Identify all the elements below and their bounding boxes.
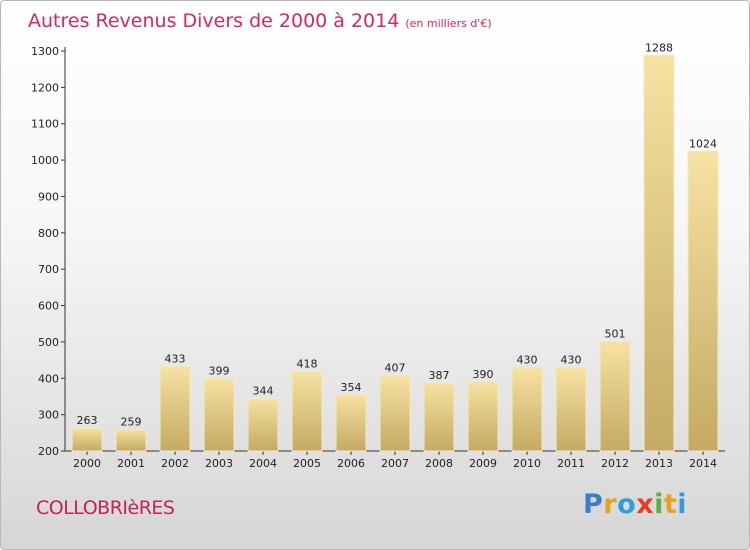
bar-2003 (203, 378, 235, 452)
bar-2004 (247, 398, 279, 452)
value-label-2003: 399 (209, 365, 230, 378)
value-label-2000: 263 (77, 414, 98, 427)
x-tick-label-2005: 2005 (293, 457, 321, 470)
value-label-2007: 407 (385, 362, 406, 375)
title-unit: (en milliers d'€) (405, 17, 492, 30)
x-tick-label-2010: 2010 (513, 457, 541, 470)
bar-2010 (511, 366, 543, 452)
proxiti-logo: Proxiti (583, 489, 687, 520)
y-tick-label: 200 (38, 445, 59, 458)
logo-letter: t (663, 489, 678, 520)
y-tick-label: 1100 (31, 118, 59, 131)
value-label-2013: 1288 (645, 41, 673, 54)
bar-2000 (71, 427, 103, 452)
y-tick-label: 900 (38, 190, 59, 203)
y-tick-label: 1000 (31, 154, 59, 167)
value-label-2004: 344 (253, 385, 274, 398)
x-tick-label-2000: 2000 (73, 457, 101, 470)
logo-letter: i (677, 489, 688, 520)
x-tick-label-2012: 2012 (601, 457, 629, 470)
value-label-2012: 501 (605, 328, 626, 341)
x-tick-label-2003: 2003 (205, 457, 233, 470)
value-label-2006: 354 (341, 381, 362, 394)
value-label-2011: 430 (561, 353, 582, 366)
x-tick-label-2004: 2004 (249, 457, 277, 470)
logo-letter: x (636, 489, 655, 520)
x-tick-label-2008: 2008 (425, 457, 453, 470)
bar-2002 (159, 365, 191, 452)
x-tick-label-2007: 2007 (381, 457, 409, 470)
logo-letter: i (654, 489, 664, 520)
x-tick-label-2009: 2009 (469, 457, 497, 470)
y-tick-label: 600 (38, 300, 59, 313)
value-label-2001: 259 (121, 416, 142, 429)
y-tick-label: 700 (38, 263, 59, 276)
logo-letter: o (617, 489, 637, 520)
logo-letter: P (583, 489, 604, 520)
y-tick-label: 400 (38, 372, 59, 385)
bar-2013 (643, 54, 675, 452)
x-tick-label-2013: 2013 (645, 457, 673, 470)
y-tick-label: 500 (38, 336, 59, 349)
bar-2012 (599, 341, 631, 452)
commune-name: COLLOBRIèRES (36, 497, 175, 519)
title-main: Autres Revenus Divers de 2000 à 2014 (28, 10, 400, 32)
bar-2007 (379, 375, 411, 452)
chart-title: Autres Revenus Divers de 2000 à 2014 (en … (28, 10, 492, 32)
y-tick-label: 1200 (31, 81, 59, 94)
y-tick-label: 300 (38, 409, 59, 422)
value-label-2008: 387 (429, 369, 450, 382)
value-label-2009: 390 (473, 368, 494, 381)
x-tick-label-2014: 2014 (689, 457, 717, 470)
value-label-2014: 1024 (689, 137, 717, 150)
y-tick-label: 1300 (31, 45, 59, 58)
bar-2005 (291, 371, 323, 452)
logo-letter: r (603, 489, 618, 520)
x-tick-label-2006: 2006 (337, 457, 365, 470)
x-tick-label-2001: 2001 (117, 457, 145, 470)
bar-2009 (467, 381, 499, 452)
x-tick-label-2002: 2002 (161, 457, 189, 470)
value-label-2002: 433 (165, 352, 186, 365)
bar-2001 (115, 429, 147, 452)
y-tick-label: 800 (38, 227, 59, 240)
x-tick-label-2011: 2011 (557, 457, 585, 470)
bar-2006 (335, 394, 367, 452)
bar-2011 (555, 366, 587, 452)
value-label-2005: 418 (297, 358, 318, 371)
bar-2008 (423, 382, 455, 452)
value-label-2010: 430 (517, 353, 538, 366)
bar-2014 (687, 150, 719, 452)
